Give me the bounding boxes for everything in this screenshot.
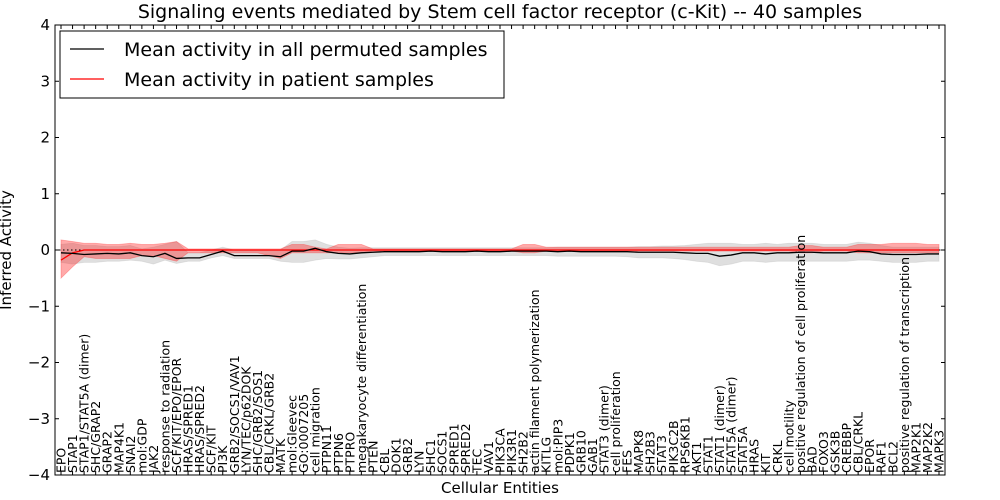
chart-title: Signaling events mediated by Stem cell f…	[138, 1, 862, 23]
x-category-label: actin filament polymerization	[527, 289, 542, 473]
x-category-label: STAP1/STAT5A (dimer)	[77, 334, 92, 473]
x-category-label: CBL	[377, 449, 392, 473]
x-category-label: SPRED2	[458, 423, 473, 473]
legend: Mean activity in all permuted samples Me…	[59, 30, 505, 99]
x-category-label: KIT	[758, 453, 773, 473]
x-category-label: SH2B3	[643, 431, 658, 473]
x-category-label: positive regulation of cell proliferatio…	[793, 235, 808, 473]
x-category-label: LYN/TEC/p62DOK	[238, 366, 253, 473]
legend-label-permuted: Mean activity in all permuted samples	[124, 39, 487, 61]
x-category-label: AKT1	[689, 442, 704, 473]
x-category-label: PTEN	[365, 441, 380, 473]
x-category-label: response to radiation	[157, 340, 172, 473]
permuted-band	[60, 239, 940, 267]
y-tick-label: 3	[40, 72, 50, 90]
y-tick-label: 1	[40, 185, 50, 203]
plot-frame	[54, 24, 946, 476]
x-category-label: CRKL	[770, 440, 785, 473]
x-category-label: CREBBP	[839, 423, 854, 473]
legend-box	[59, 30, 505, 99]
x-category-label: EPOR	[862, 439, 877, 473]
x-category-label: PIK3C2B	[666, 420, 681, 473]
y-tick-label: −1	[28, 297, 50, 315]
x-category-label: BAD	[804, 446, 819, 473]
x-category-label: MAPK3	[932, 430, 947, 473]
x-category-label: mol:GDP	[134, 418, 149, 473]
x-category-label: PTPN6	[331, 433, 346, 473]
x-category-label: positive regulation of transcription	[897, 257, 912, 473]
x-category-label: mol:Gleevec	[285, 395, 300, 473]
x-category-label: EPO	[54, 448, 69, 473]
x-category-label: SOCS1	[435, 431, 450, 473]
x-category-label: JAK2	[146, 445, 161, 474]
x-category-label: GRB2	[400, 438, 415, 473]
x-category-label: STAT1 (dimer)	[712, 385, 727, 473]
x-category-label: PTPRO	[342, 432, 357, 473]
x-category-label: SHC/GRAP2	[88, 401, 103, 473]
x-category-label: DOK1	[389, 437, 404, 473]
x-category-label: SNAI2	[123, 436, 138, 473]
x-category-label: MAP2K1	[908, 422, 923, 473]
x-category-label: megakaryocyte differentiation	[354, 284, 369, 473]
x-category-label: SCF/KIT	[204, 425, 219, 473]
x-category-label: STAT3	[654, 435, 669, 473]
x-category-label: PTPN11	[319, 425, 334, 473]
x-category-label: GO:0007205	[296, 394, 311, 473]
patient-series-line	[60, 249, 939, 261]
x-category-label: MAP2K2	[920, 422, 935, 473]
x-category-label: HRAS	[747, 439, 762, 473]
x-category-label: STAT3 (dimer)	[596, 385, 611, 473]
x-category-label: PIK3R1	[504, 429, 519, 473]
y-axis-label: Inferred Activity	[0, 190, 15, 310]
x-category-label: FOXO3	[816, 431, 831, 473]
x-category-label: STAP1	[65, 434, 80, 473]
x-category-label: cell motility	[781, 399, 796, 473]
x-category-label: KITLG	[539, 437, 554, 473]
x-category-label: STAT1	[700, 435, 715, 473]
x-category-label: SHC/GRB2/SOS1	[250, 370, 265, 473]
x-category-label: GRB10	[573, 430, 588, 473]
x-axis-label: Cellular Entities	[441, 479, 559, 497]
x-category-label: PIK3CA	[493, 428, 508, 473]
x-category-label: STAT5A (dimer)	[724, 377, 739, 473]
x-category-label: cell proliferation	[608, 371, 623, 473]
x-category-label: TEC	[469, 448, 484, 474]
x-category-label: HRAS/SPRED1	[181, 385, 196, 473]
x-category-label: SCF/KIT/EPO/EPOR	[169, 357, 184, 473]
x-category-label: RAF1	[874, 441, 889, 473]
x-category-label: RPS6KB1	[677, 416, 692, 473]
x-category-label: GSK3B	[828, 431, 843, 473]
x-category-label: VAV1	[481, 441, 496, 473]
x-category-label: GAB1	[585, 438, 600, 473]
x-category-label: GRB2/SOCS1/VAV1	[227, 355, 242, 473]
y-tick-label: 4	[40, 16, 50, 34]
x-category-label: PI3K	[215, 445, 230, 473]
x-category-label: HRAS/SPRED2	[192, 385, 207, 473]
x-category-label: mol:PIP3	[550, 419, 565, 473]
x-category-label: SH2B2	[516, 431, 531, 473]
x-category-label: MATK	[273, 438, 288, 473]
x-category-label: SPRED1	[446, 423, 461, 473]
x-category-label: LYN	[412, 451, 427, 473]
x-category-label: STAT5A	[735, 426, 750, 473]
legend-label-patient: Mean activity in patient samples	[124, 69, 434, 91]
x-category-label: cell migration	[308, 387, 323, 473]
y-tick-label: −2	[28, 354, 50, 372]
x-category-label: MAPK8	[631, 430, 646, 473]
y-tick-label: −4	[28, 466, 50, 484]
y-tick-label: −3	[28, 410, 50, 428]
x-category-label: CBL/CRKL	[851, 412, 866, 473]
x-category-label: GRAP2	[100, 431, 115, 473]
x-category-label: MAP4K1	[111, 422, 126, 473]
permuted-series-line	[60, 247, 939, 260]
y-tick-label: 2	[40, 129, 50, 147]
y-tick-label: 0	[40, 241, 50, 259]
x-category-label: BCL2	[885, 441, 900, 473]
x-category-label: SHC1	[423, 439, 438, 473]
x-category-label: CBL/CRKL/GRB2	[261, 373, 276, 473]
x-category-label: PDPK1	[562, 432, 577, 473]
x-category-label: FES	[620, 450, 635, 473]
